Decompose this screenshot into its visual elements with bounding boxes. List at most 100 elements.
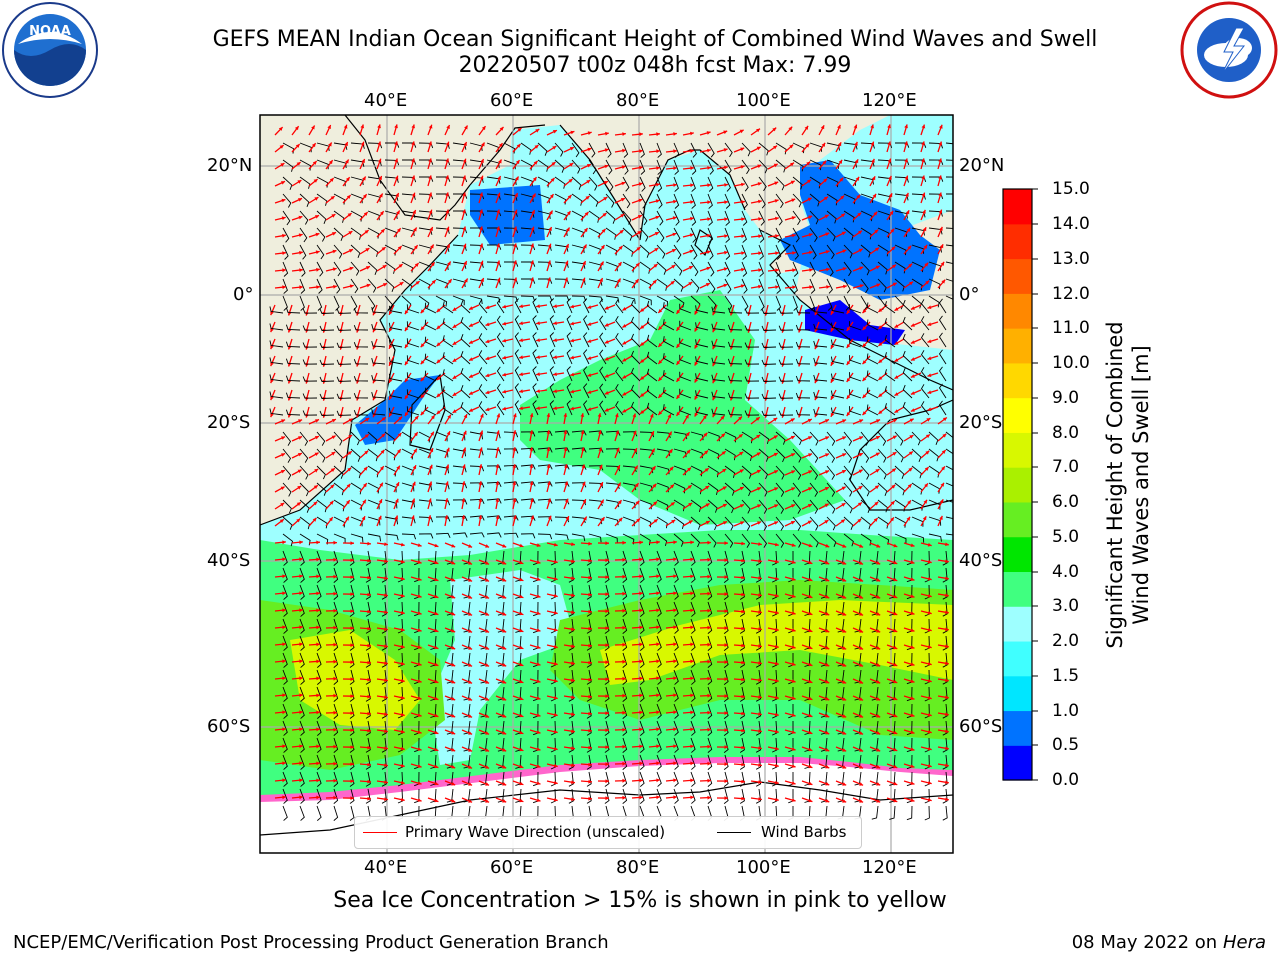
wave-direction-arrowhead (774, 695, 779, 700)
wave-direction-arrowhead (417, 645, 422, 649)
wave-direction-arrowhead (546, 430, 551, 434)
wave-direction-arrowhead (690, 131, 694, 136)
wave-direction-arrowhead (859, 436, 864, 440)
wave-direction-arrowhead (417, 577, 422, 581)
wave-direction-arrowhead (498, 143, 503, 148)
wave-direction-arrowhead (842, 646, 847, 650)
wave-direction-arrowhead (333, 625, 337, 630)
wind-barb (514, 366, 522, 382)
wave-direction-arrowhead (502, 782, 507, 786)
wind-barb (894, 278, 905, 292)
wind-barb (744, 359, 760, 365)
wave-direction-arrowhead (404, 344, 409, 349)
wave-direction-arrowhead (553, 389, 557, 393)
wave-direction-arrowhead (553, 576, 558, 581)
wave-direction-arrowhead (876, 799, 881, 803)
wind-barb (520, 142, 532, 155)
wave-direction-arrowhead (673, 149, 677, 154)
wave-direction-arrowhead (349, 266, 354, 271)
wave-direction-arrowhead (672, 216, 677, 220)
wind-barb (656, 142, 662, 158)
colorbar (1003, 189, 1032, 781)
wave-direction-arrowhead (842, 544, 847, 548)
wind-barb (809, 159, 822, 171)
wave-direction-arrowhead (343, 124, 348, 129)
wave-direction-arrowhead (536, 628, 541, 632)
wind-barb (928, 431, 939, 445)
wave-direction-arrowhead (383, 283, 387, 287)
wave-direction-arrowhead (553, 746, 558, 751)
wave-direction-arrowhead (388, 361, 393, 366)
wind-barb (365, 635, 371, 651)
wave-direction-arrowhead (874, 485, 879, 490)
wave-direction-arrowhead (434, 560, 439, 565)
wave-direction-arrowhead (694, 361, 699, 366)
wave-direction-arrowhead (281, 198, 286, 203)
wind-barb (336, 325, 352, 331)
wave-direction-arrowhead (516, 144, 521, 148)
wave-direction-arrowhead (444, 515, 449, 519)
wave-direction-arrowhead (446, 447, 450, 452)
wave-direction-arrowhead (430, 431, 434, 436)
wave-direction-arrowhead (724, 677, 728, 681)
wave-direction-arrowhead (315, 215, 319, 219)
wind-barb (406, 304, 420, 314)
wave-direction-arrowhead (739, 469, 744, 473)
wave-direction-arrowhead (571, 729, 575, 734)
wind-barb (673, 516, 685, 530)
wave-direction-arrowhead (549, 210, 553, 215)
wave-direction-arrowhead (721, 451, 726, 455)
wind-barb (514, 332, 522, 348)
wave-direction-arrowhead (842, 680, 847, 684)
wave-direction-arrowhead (567, 195, 572, 199)
wave-direction-arrowhead (345, 159, 349, 164)
wave-direction-arrowhead (485, 322, 490, 327)
wind-barb (928, 533, 942, 542)
wind-barb (299, 720, 305, 736)
wind-barb (622, 720, 628, 736)
wave-direction-arrowhead (639, 659, 643, 664)
wave-direction-arrowhead (388, 310, 393, 315)
wave-direction-arrowhead (350, 626, 354, 630)
wind-barb (424, 353, 437, 365)
wind-barb (707, 465, 719, 478)
wind-barb (537, 176, 550, 188)
wind-barb (639, 788, 645, 804)
wave-direction-arrowhead (384, 712, 388, 716)
wave-direction-arrowhead (519, 747, 524, 752)
wind-barb (503, 159, 516, 170)
wave-direction-arrowhead (479, 430, 484, 435)
wind-barb (532, 332, 539, 348)
wave-direction-arrowhead (447, 414, 451, 419)
wave-direction-arrowhead (400, 559, 405, 564)
wave-direction-arrowhead (824, 503, 829, 508)
wave-direction-arrowhead (315, 250, 320, 255)
wave-direction-arrowhead (690, 625, 694, 630)
wave-direction-arrowhead (400, 576, 405, 581)
wave-direction-arrowhead (519, 338, 523, 343)
wind-barb (282, 669, 288, 685)
wind-barb (599, 400, 607, 416)
wind-barb (673, 482, 686, 494)
lat-tick-left: 20°N (207, 155, 253, 176)
wave-direction-arrowhead (366, 283, 371, 288)
wave-direction-arrowhead (553, 678, 558, 683)
wave-direction-arrowhead (707, 795, 711, 800)
wind-barb (639, 686, 645, 702)
wave-direction-arrowhead (808, 679, 813, 684)
wave-direction-arrowhead (360, 124, 365, 129)
wind-barb (316, 737, 322, 753)
wind-barb (299, 703, 305, 719)
wind-barb (622, 737, 628, 753)
wind-barb (830, 339, 845, 348)
wave-direction-arrowhead (639, 625, 643, 630)
wave-direction-arrowhead (297, 486, 302, 490)
wave-direction-arrowhead (774, 610, 779, 615)
wave-direction-arrowhead (495, 447, 500, 452)
wave-direction-arrowhead (333, 727, 337, 732)
coastline-africa (260, 115, 471, 526)
wave-direction-arrowhead (825, 250, 830, 254)
wind-barb (554, 142, 564, 157)
wind-barb (723, 771, 729, 787)
wave-direction-arrowhead (502, 799, 507, 803)
